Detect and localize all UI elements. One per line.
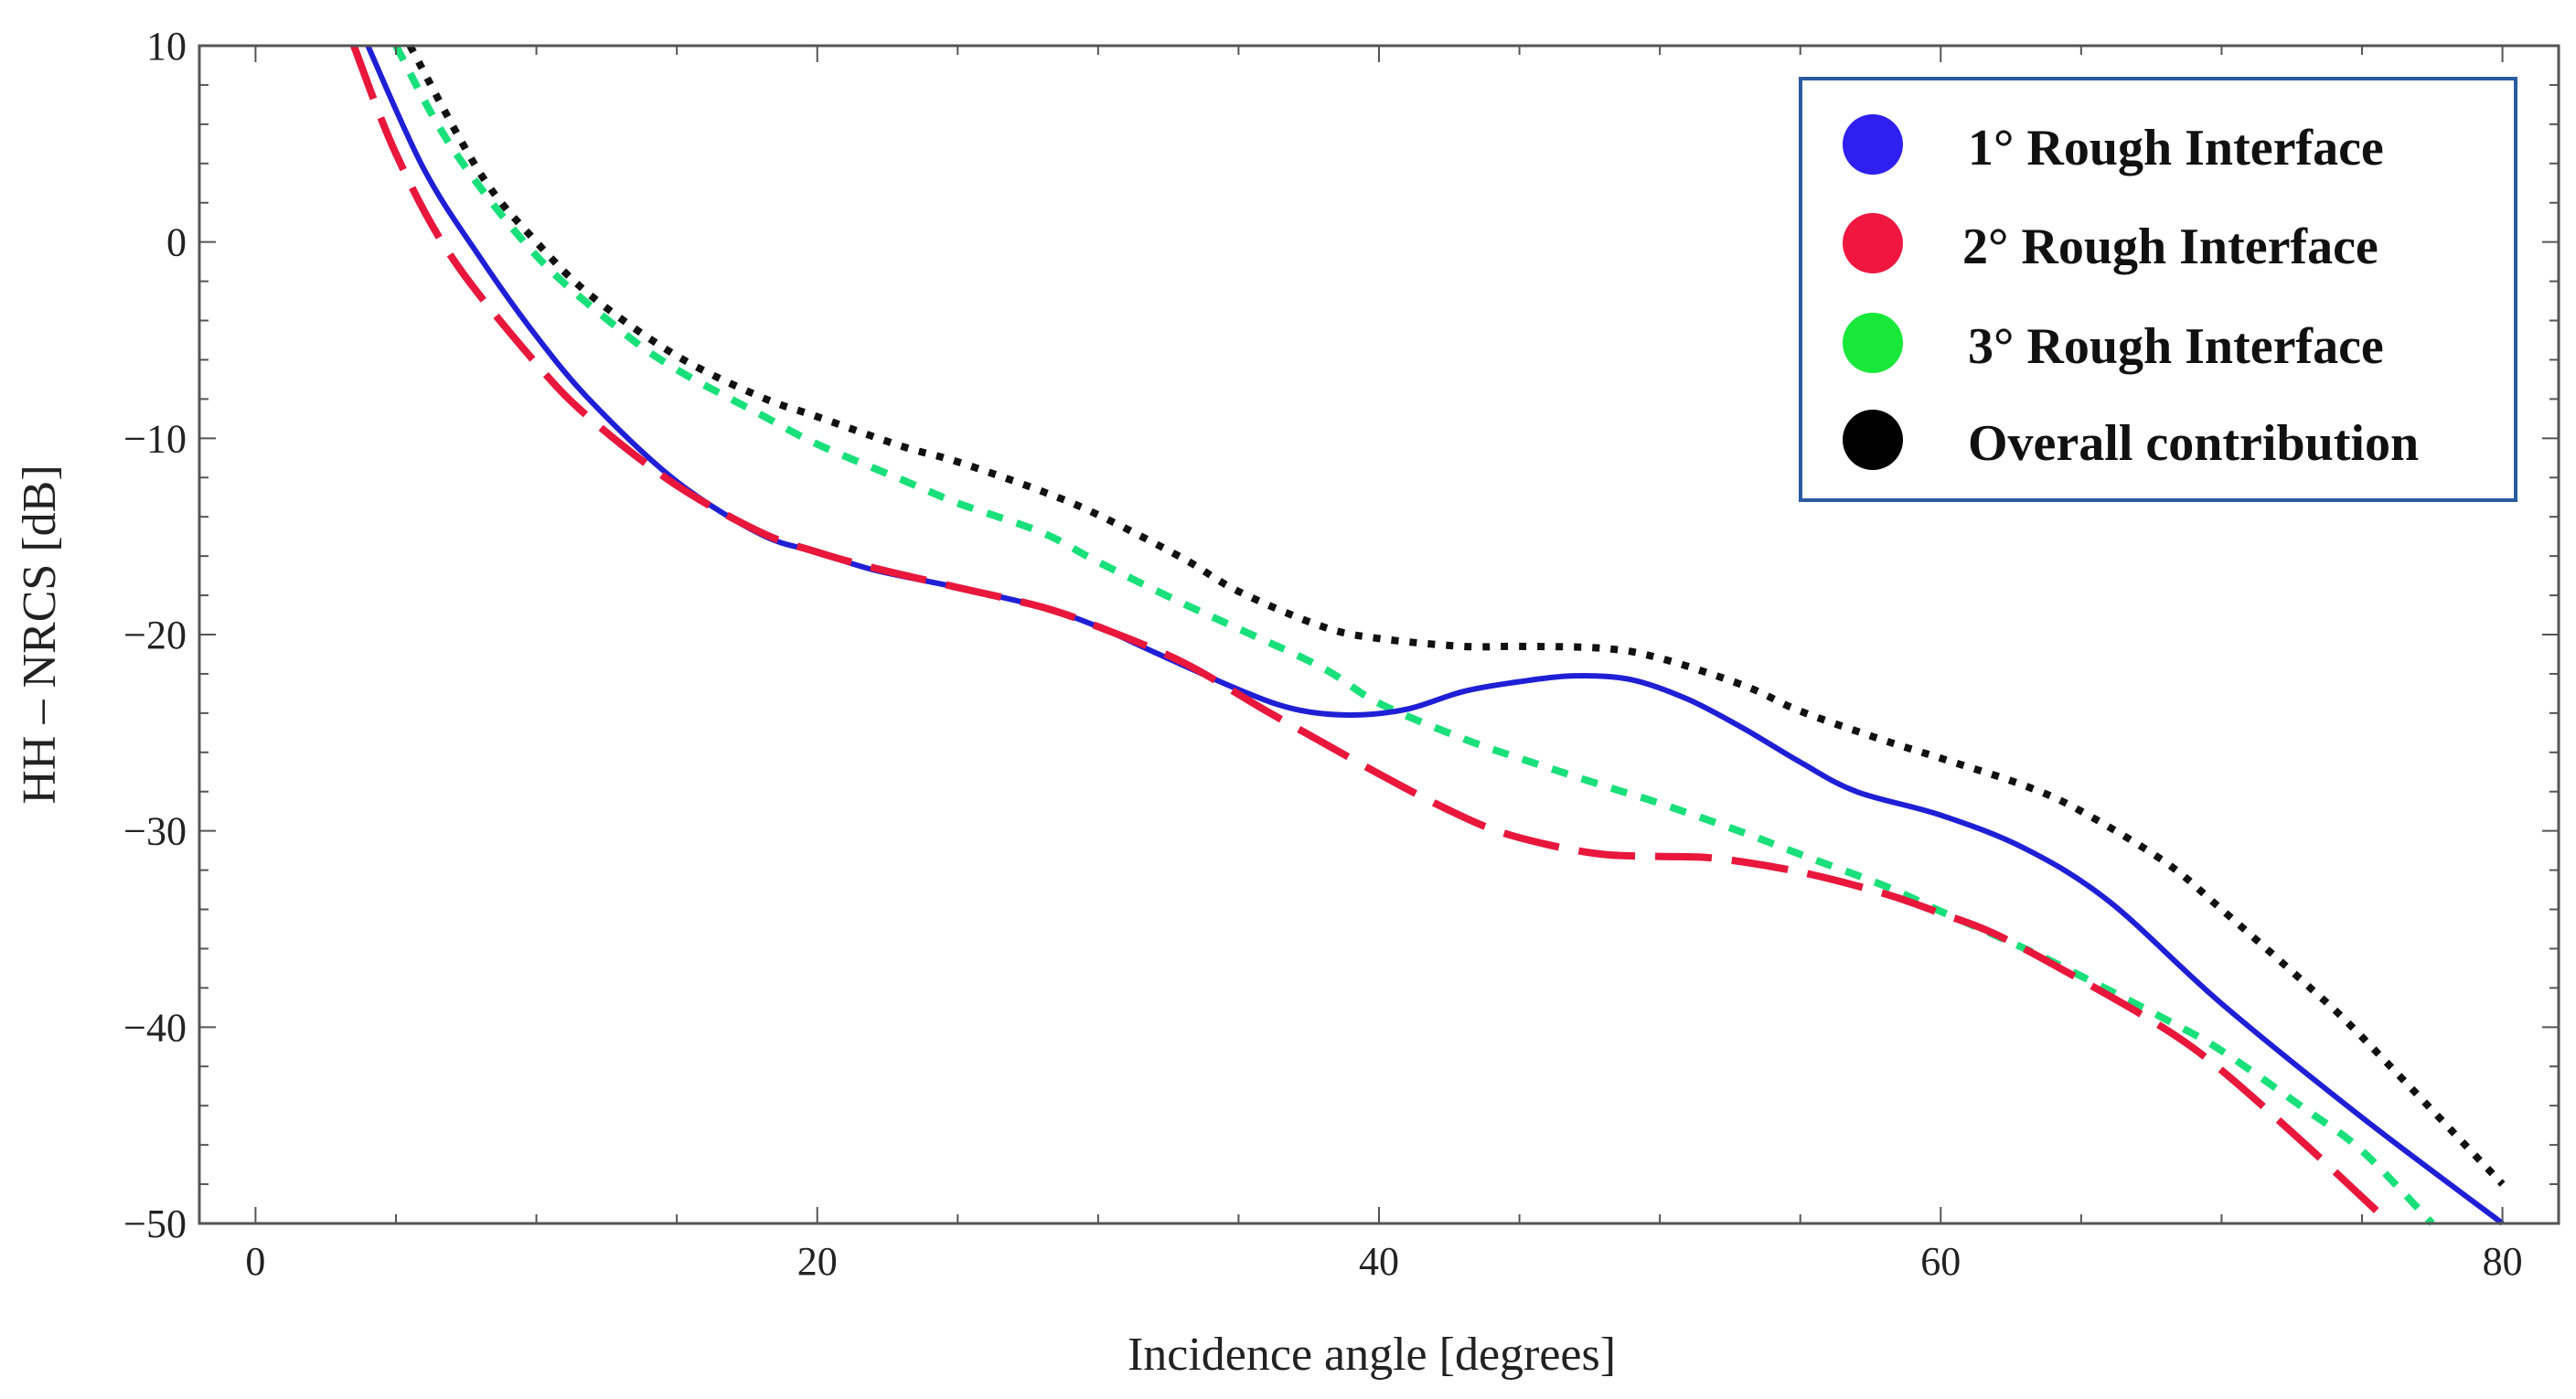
y-tick-label: −50 [123,1201,187,1246]
x-tick-label: 0 [245,1239,265,1284]
y-tick-label: −10 [123,416,187,461]
legend-label-3: 3° Rough Interface [1968,318,2384,375]
y-axis-title: HH – NRCS [dB] [14,465,66,804]
series-line-4 [406,44,2506,1187]
y-tick-label: −40 [123,1005,187,1050]
series-line-2 [350,44,2393,1226]
legend-label-4: Overall contribution [1968,415,2419,472]
x-axis-title: Incidence angle [degrees] [1128,1329,1616,1381]
legend-marker-2 [1843,213,1903,273]
x-tick-label: 40 [1359,1239,1399,1284]
y-tick-label: 0 [166,220,187,265]
x-tick-label: 60 [1920,1239,1961,1284]
x-tick-label: 80 [2483,1239,2523,1284]
legend-box [1799,77,2517,502]
legend-marker-1 [1843,114,1903,175]
series-line-3 [392,44,2435,1226]
y-tick-label: −30 [123,809,187,854]
legend-marker-4 [1843,410,1903,470]
series-line-1 [365,44,2505,1226]
legend-label-2: 2° Rough Interface [1962,219,2378,275]
x-tick-label: 20 [797,1239,838,1284]
y-tick-label: −20 [123,613,187,657]
legend: 1° Rough Interface 2° Rough Interface 3°… [1799,77,2517,502]
legend-marker-3 [1843,313,1903,373]
legend-label-1: 1° Rough Interface [1968,120,2384,176]
y-tick-label: 10 [146,24,187,69]
